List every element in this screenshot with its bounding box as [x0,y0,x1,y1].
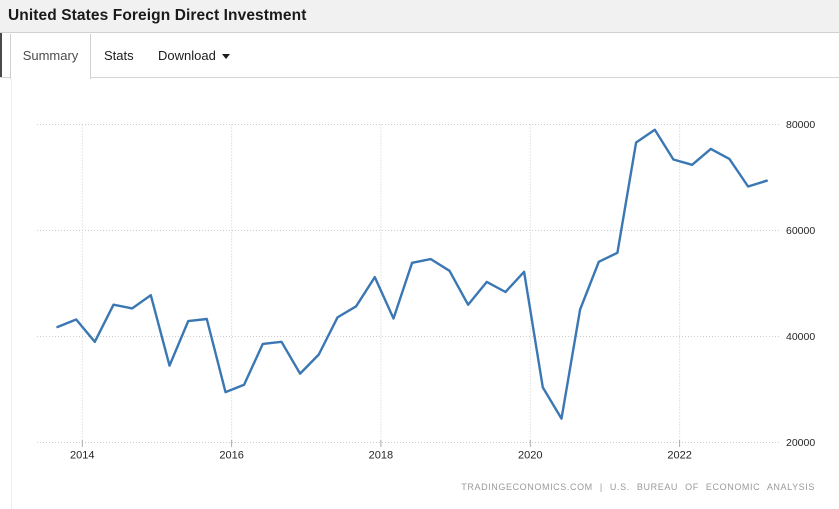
source-attribution: TRADINGECONOMICS.COM | U.S. BUREAU OF EC… [461,482,815,492]
tab-download-label: Download [158,48,216,63]
chart-area: 20000 40000 60000 80000 2014 2016 2018 2020 2022 [0,79,839,509]
y-axis-tick-label: 20000 [786,437,815,449]
y-axis-tick-label: 60000 [786,225,815,237]
page-title: United States Foreign Direct Investment [8,7,307,24]
y-axis-tick-label: 40000 [786,331,815,343]
x-axis-tick-label: 2016 [219,450,243,462]
fdi-series-line [56,128,768,420]
tab-summary[interactable]: Summary [10,34,91,79]
tab-download[interactable]: Download [158,34,230,78]
x-axis-tick-label: 2018 [369,450,393,462]
fdi-line-chart: 20000 40000 60000 80000 2014 2016 2018 2020 2022 [37,119,815,462]
x-axis-tick-label: 2022 [667,450,691,462]
x-axis-tick-label: 2014 [70,450,94,462]
chevron-down-icon [221,54,230,60]
tab-stats[interactable]: Stats [104,48,134,63]
y-axis-tick-label: 80000 [786,119,815,131]
panel-left-divider [11,79,12,509]
title-bar: United States Foreign Direct Investment [0,0,839,33]
tab-bar: Summary Stats Download [0,33,839,79]
x-axis-tick-label: 2020 [518,450,542,462]
